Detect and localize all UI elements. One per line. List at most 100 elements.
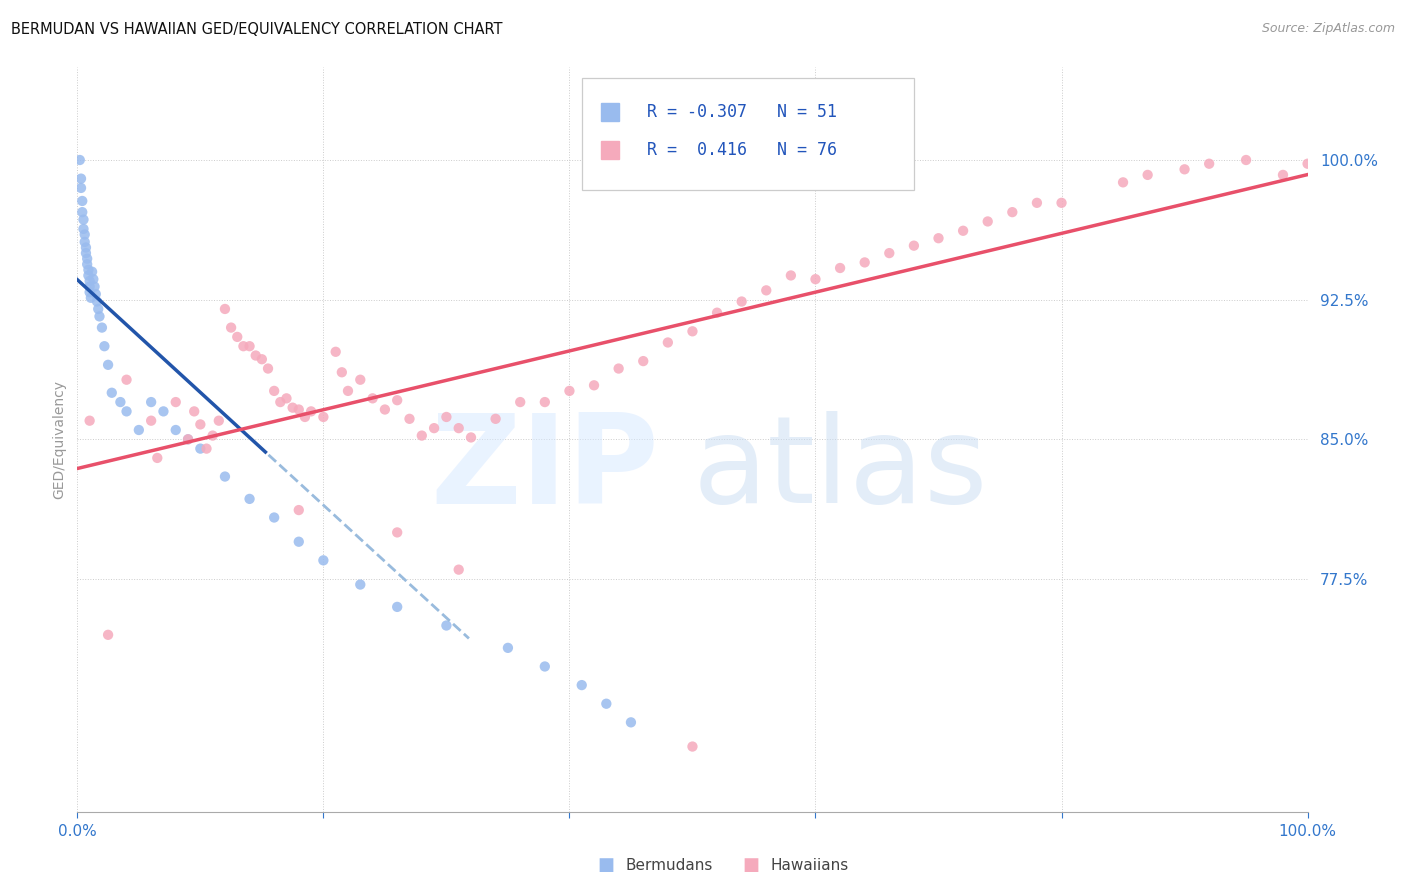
- Point: [115, 373, 138, 387]
- Point: [80, 291, 103, 305]
- Point: [534, 659, 557, 673]
- Point: [330, 365, 353, 379]
- Point: [447, 563, 470, 577]
- Point: [70, 171, 93, 186]
- Point: [84, 287, 107, 301]
- Point: [226, 330, 249, 344]
- Point: [595, 697, 617, 711]
- Point: [1198, 157, 1220, 171]
- Point: [460, 430, 482, 444]
- Point: [755, 284, 778, 298]
- Point: [188, 442, 212, 456]
- Point: [337, 384, 360, 398]
- Point: [804, 272, 827, 286]
- Point: [214, 469, 236, 483]
- Point: [583, 378, 606, 392]
- Point: [177, 433, 200, 447]
- Point: [485, 412, 508, 426]
- Point: [1234, 153, 1257, 167]
- Point: [1001, 205, 1024, 219]
- Point: [288, 402, 311, 417]
- Point: [1026, 195, 1049, 210]
- Point: [75, 246, 97, 260]
- Text: ZIP: ZIP: [430, 409, 659, 530]
- Text: Hawaiians: Hawaiians: [770, 858, 849, 872]
- Point: [879, 246, 901, 260]
- Point: [219, 320, 242, 334]
- Point: [93, 339, 115, 353]
- Point: [780, 268, 803, 283]
- Point: [87, 301, 110, 316]
- Point: [76, 257, 98, 271]
- Point: [312, 553, 335, 567]
- Point: [195, 442, 218, 456]
- Point: [97, 358, 120, 372]
- Point: [70, 181, 93, 195]
- Point: [571, 678, 593, 692]
- Point: [1136, 168, 1159, 182]
- Text: R =  0.416   N = 76: R = 0.416 N = 76: [647, 141, 837, 160]
- Point: [312, 409, 335, 424]
- Point: [83, 279, 105, 293]
- Point: [1112, 175, 1135, 189]
- Point: [903, 238, 925, 252]
- Text: R = -0.307   N = 51: R = -0.307 N = 51: [647, 103, 837, 120]
- Point: [385, 599, 409, 614]
- Point: [706, 306, 728, 320]
- Point: [558, 384, 581, 398]
- Point: [288, 503, 311, 517]
- Point: [263, 384, 285, 398]
- Point: [385, 393, 409, 408]
- Point: [146, 450, 169, 465]
- Point: [188, 417, 212, 432]
- Point: [79, 414, 101, 428]
- Point: [952, 224, 974, 238]
- Point: [853, 255, 876, 269]
- Point: [208, 414, 231, 428]
- Point: [731, 294, 754, 309]
- Point: [69, 153, 91, 167]
- Point: [509, 395, 531, 409]
- Point: [70, 205, 93, 219]
- Point: [239, 491, 262, 506]
- Point: [239, 339, 262, 353]
- Point: [82, 265, 104, 279]
- FancyBboxPatch shape: [582, 78, 914, 190]
- Point: [276, 392, 298, 406]
- Point: [76, 252, 98, 266]
- Text: Source: ZipAtlas.com: Source: ZipAtlas.com: [1261, 22, 1395, 36]
- Point: [349, 577, 371, 591]
- Point: [165, 423, 187, 437]
- Point: [70, 194, 93, 208]
- Point: [89, 310, 111, 324]
- Point: [423, 421, 446, 435]
- Point: [294, 409, 316, 424]
- Point: [496, 640, 519, 655]
- Point: [141, 414, 163, 428]
- Point: [977, 214, 1000, 228]
- Point: [97, 628, 120, 642]
- Point: [398, 412, 420, 426]
- Point: [385, 525, 409, 540]
- Point: [1174, 162, 1197, 177]
- Point: [928, 231, 950, 245]
- Point: [77, 268, 100, 283]
- Point: [325, 344, 347, 359]
- Point: [141, 395, 163, 409]
- Point: [101, 385, 124, 400]
- Point: [436, 409, 458, 424]
- Point: [73, 227, 96, 242]
- Point: [201, 428, 224, 442]
- Text: ■: ■: [598, 856, 614, 874]
- Point: [183, 404, 205, 418]
- Point: [257, 361, 280, 376]
- Point: [165, 395, 187, 409]
- Point: [110, 395, 132, 409]
- Point: [73, 235, 96, 249]
- Point: [830, 260, 852, 275]
- Point: [281, 401, 304, 415]
- Point: [633, 354, 655, 368]
- Point: [534, 395, 557, 409]
- Point: [79, 274, 101, 288]
- Point: [620, 715, 643, 730]
